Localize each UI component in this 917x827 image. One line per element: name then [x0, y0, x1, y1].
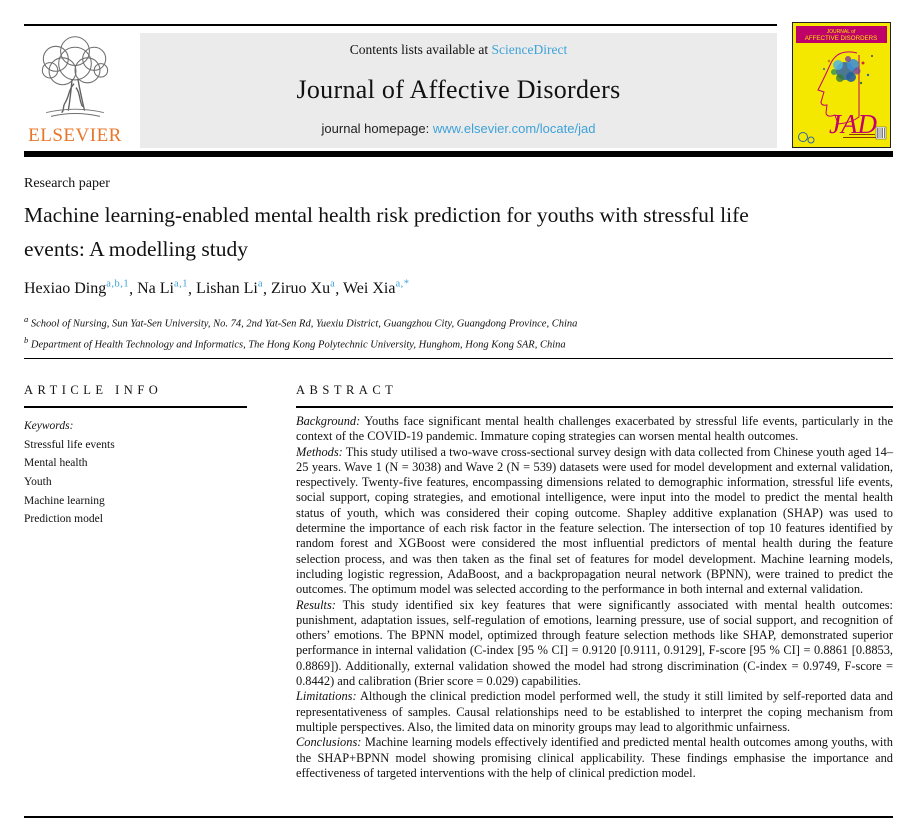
author-separator: , [335, 280, 343, 298]
keywords-label: Keywords: [24, 420, 74, 432]
keyword-item: Prediction model [24, 513, 103, 526]
abstract-heading: ABSTRACT [296, 383, 398, 397]
elsevier-tree-icon [22, 32, 128, 124]
contents-line: Contents lists available at ScienceDirec… [140, 42, 777, 58]
author-affiliation-marker: a [330, 279, 336, 290]
author: Na Lia,1 [137, 279, 189, 298]
journal-cover-image[interactable]: JOURNAL of AFFECTIVE DISORDERS [792, 22, 891, 148]
abstract-paragraph: Methods: This study utilised a two-wave … [296, 444, 894, 597]
contents-prefix: Contents lists available at [349, 42, 492, 57]
author-separator: , [188, 280, 197, 298]
keyword-item: Stressful life events [24, 438, 115, 451]
keyword-item: Machine learning [24, 494, 105, 507]
journal-masthead: Contents lists available at ScienceDirec… [140, 33, 777, 148]
cover-brain-splatter-icon [823, 55, 873, 85]
author: Hexiao Dinga,b,1 [24, 279, 130, 298]
affiliation-list: a School of Nursing, Sun Yat-Sen Univers… [24, 312, 577, 354]
author: Lishan Lia [196, 279, 263, 298]
author-affiliation-marker: a,* [395, 279, 410, 290]
cover-footer-marks-icon [798, 126, 887, 144]
author-affiliation-marker: a [257, 279, 263, 290]
elsevier-logo[interactable]: ELSEVIER [22, 32, 128, 150]
abstract-paragraph: Results: This study identified six key f… [296, 597, 894, 689]
article-info-heading: ARTICLE INFO [24, 383, 163, 397]
affiliation: b Department of Health Technology and In… [24, 334, 566, 351]
keyword-item: Youth [24, 475, 52, 488]
homepage-prefix: journal homepage: [321, 121, 433, 136]
abstract-body: Background: Youths face significant ment… [296, 414, 893, 781]
author: Ziruo Xua [270, 279, 336, 298]
journal-title: Journal of Affective Disorders [296, 74, 621, 104]
bottom-rule [24, 816, 893, 818]
abstract-paragraph: Limitations: Although the clinical predi… [296, 689, 893, 734]
elsevier-wordmark: ELSEVIER [28, 125, 122, 146]
section-divider-rule [24, 358, 893, 359]
author: Wei Xiaa,* [342, 279, 410, 298]
cover-head-profile-icon [817, 51, 860, 125]
author-affiliation-marker: a,b,1 [106, 279, 130, 290]
header-thick-rule [24, 151, 893, 157]
author-separator: , [129, 280, 138, 298]
abstract-paragraph: Conclusions: Machine learning models eff… [296, 735, 893, 780]
cover-title-line1: JOURNAL of [827, 29, 856, 35]
cover-title-line2: AFFECTIVE DISORDERS [805, 35, 878, 42]
author-affiliation-marker: a,1 [174, 279, 189, 290]
homepage-link[interactable]: www.elsevier.com/locate/jad [432, 121, 596, 136]
article-title: Machine learning-enabled mental health r… [24, 203, 749, 261]
author-separator: , [262, 280, 271, 298]
keyword-item: Mental health [24, 457, 88, 470]
article-info-underline [24, 406, 247, 408]
article-type-label: Research paper [24, 176, 110, 191]
keywords-block: Keywords: Stressful life events Mental h… [24, 417, 115, 529]
sciencedirect-link[interactable]: ScienceDirect [491, 42, 568, 57]
abstract-underline [296, 406, 893, 408]
affiliation: a School of Nursing, Sun Yat-Sen Univers… [24, 314, 578, 330]
abstract-paragraph: Background: Youths face significant ment… [296, 414, 893, 444]
homepage-line: journal homepage: www.elsevier.com/locat… [140, 121, 777, 136]
top-rule [24, 24, 777, 26]
author-list: Hexiao Dinga,b,1, Na Lia,1, Lishan Lia, … [24, 279, 410, 298]
